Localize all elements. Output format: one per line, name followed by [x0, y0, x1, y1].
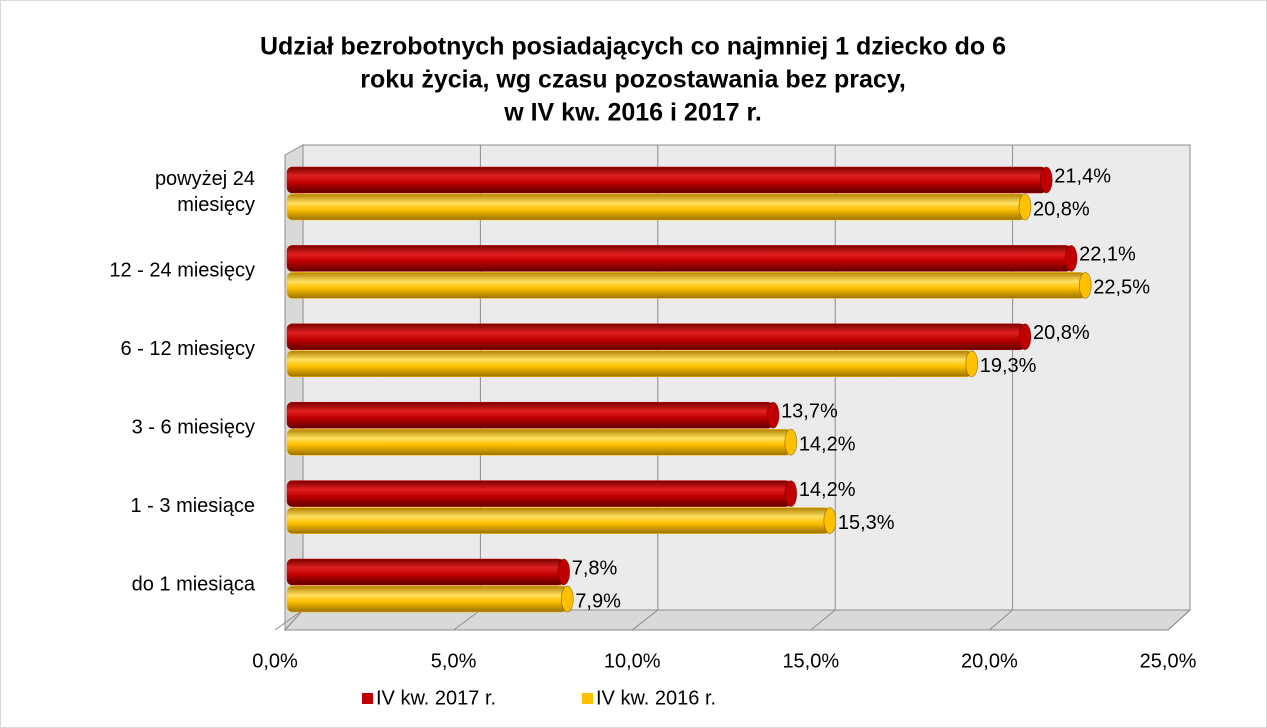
floor-grid-line: [1167, 609, 1191, 631]
legend-label: IV kw. 2016 r.: [596, 687, 716, 709]
bar: [286, 480, 792, 507]
bar-cap: [784, 480, 798, 508]
bar: [286, 350, 973, 378]
y-tick-label: 6 - 12 miesięcy: [121, 338, 256, 360]
legend-swatch: [582, 693, 593, 704]
chart-title-line: w IV kw. 2016 i 2017 r.: [503, 99, 762, 127]
bar-cap: [1018, 193, 1032, 221]
bar-cap: [1064, 244, 1078, 272]
value-label: 15,3%: [838, 512, 895, 534]
value-label: 20,8%: [1033, 198, 1090, 220]
x-tick-label: 10,0%: [604, 650, 661, 672]
bar-cap: [965, 350, 979, 378]
bar: [286, 272, 1086, 299]
bar-cap: [766, 401, 780, 429]
bar: [286, 585, 568, 613]
bar: [286, 507, 831, 534]
bar-cap: [1039, 166, 1053, 194]
y-tick-label: powyżej 24 miesięcy: [155, 168, 255, 216]
x-tick-label: 5,0%: [431, 650, 477, 672]
value-label: 7,9%: [575, 590, 621, 612]
y-tick-label: do 1 miesiąca: [132, 573, 256, 595]
floor-grid-line: [453, 609, 481, 631]
legend-label: IV kw. 2017 r.: [376, 687, 496, 709]
floor-grid-line: [631, 609, 659, 631]
floor-grid-line: [810, 609, 836, 631]
chart-title-line: Udział bezrobotnych posiadających co naj…: [260, 33, 1006, 61]
bar-cap: [557, 558, 571, 586]
value-label: 22,1%: [1079, 244, 1136, 266]
x-tick-label: 0,0%: [252, 650, 298, 672]
value-label: 13,7%: [781, 400, 838, 422]
floor: [283, 609, 1192, 631]
chart-title-line: roku życia, wg czasu pozostawania bez pr…: [360, 66, 906, 94]
value-label: 14,2%: [799, 479, 856, 501]
value-label: 22,5%: [1093, 277, 1150, 299]
bar-cap: [823, 507, 837, 534]
y-tick-label: 3 - 6 miesięcy: [132, 416, 255, 438]
y-tick-label: 1 - 3 miesiące: [131, 495, 256, 517]
value-label: 14,2%: [799, 433, 856, 455]
bar-cap: [1018, 323, 1032, 351]
bar-cap: [560, 585, 574, 613]
value-label: 19,3%: [980, 355, 1037, 377]
floor-grid-line: [989, 609, 1013, 631]
floor-grid-line: [274, 609, 304, 631]
y-tick-label: 12 - 24 miesięcy: [109, 260, 255, 282]
bar-cap: [784, 428, 798, 456]
bar: [286, 193, 1026, 221]
bar: [286, 401, 774, 429]
chart-title: Udział bezrobotnych posiadających co naj…: [260, 33, 1006, 127]
x-tick-label: 20,0%: [961, 650, 1018, 672]
value-label: 20,8%: [1033, 322, 1090, 344]
bar: [286, 428, 792, 456]
bar: [286, 323, 1026, 351]
bar-cap: [1078, 271, 1092, 299]
bar: [286, 245, 1072, 272]
x-tick-label: 15,0%: [782, 650, 839, 672]
value-label: 21,4%: [1054, 165, 1111, 187]
legend-swatch: [362, 693, 373, 704]
value-label: 7,8%: [572, 557, 618, 579]
x-tick-label: 25,0%: [1140, 650, 1197, 672]
bar: [286, 166, 1047, 194]
bar: [286, 558, 564, 586]
